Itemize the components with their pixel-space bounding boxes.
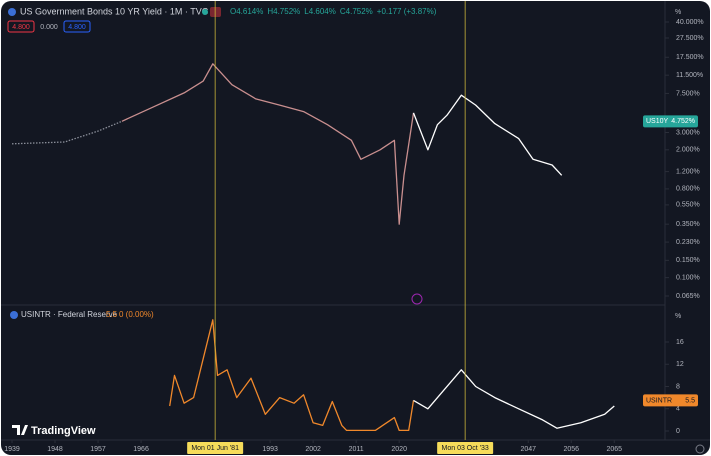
order-boxes: 4.800 0.000 4.800 <box>7 20 91 33</box>
x-tick-label: 2002 <box>305 446 321 453</box>
price-label-box <box>643 115 698 128</box>
series-line <box>413 369 615 429</box>
status-dot <box>202 9 208 15</box>
y-tick-label: 27.500% <box>676 35 704 42</box>
x-tick-label: 1939 <box>4 446 20 453</box>
indicator-change: 0 (0.00%) <box>119 310 154 319</box>
flag-icon <box>10 311 18 319</box>
settings-icon[interactable] <box>695 444 705 454</box>
logo-icon <box>12 425 28 435</box>
axis-unit: % <box>675 9 681 16</box>
price-label-value: 5.5 <box>685 397 695 404</box>
series-line <box>412 94 563 176</box>
series-line <box>169 319 415 432</box>
y-tick-label: 4 <box>676 406 680 413</box>
logo: TradingView <box>12 425 96 437</box>
y-tick-label: 16 <box>676 339 684 346</box>
y-tick-label: 12 <box>676 361 684 368</box>
ohlc-value: O4.614% <box>230 7 263 16</box>
y-tick-label: 1.200% <box>676 168 700 175</box>
y-tick-label: 2.000% <box>676 147 700 154</box>
y-tick-label: 7.500% <box>676 90 700 97</box>
y-tick-label: 0.230% <box>676 239 700 246</box>
order-box <box>7 20 35 33</box>
y-tick-label: 0.150% <box>676 257 700 264</box>
crosshair-label-box <box>437 442 494 454</box>
crosshair-label: Mon 03 Oct '33 <box>442 445 489 452</box>
ohlc-values: O4.614% H4.752% L4.604% C4.752% +0.177 (+3.8… <box>230 7 437 16</box>
y-tick-label: 0.550% <box>676 202 700 209</box>
ohlc-value: C4.752% <box>340 7 373 16</box>
x-tick-label: 1957 <box>90 446 106 453</box>
indicator-title[interactable]: USINTR · Federal Reserve <box>21 310 118 319</box>
series-line <box>11 120 123 145</box>
price-label-name: USINTR <box>646 397 672 404</box>
x-tick-label: 2065 <box>606 446 622 453</box>
y-tick-label: 40.000% <box>676 19 704 26</box>
indicator-value: 5.5 <box>106 310 118 319</box>
ohlc-value: L4.604% <box>304 7 336 16</box>
crosshair-label: Mon 01 Jun '81 <box>191 445 239 452</box>
price-label-value: 4.752% <box>671 118 695 125</box>
y-tick-label: 0.800% <box>676 186 700 193</box>
price-label-box <box>643 394 698 407</box>
price-label-name: US10Y <box>646 118 669 125</box>
y-tick-label: 8 <box>676 383 680 390</box>
y-tick-label: 0.350% <box>676 221 700 228</box>
x-tick-label: 2011 <box>349 446 364 453</box>
flag-icon <box>8 8 16 16</box>
y-tick-label: 3.000% <box>676 129 700 136</box>
symbol-title[interactable]: US Government Bonds 10 YR Yield · 1M · T… <box>20 6 209 16</box>
ohlc-value: H4.752% <box>267 7 300 16</box>
order-box-label: 4.800 <box>68 24 86 31</box>
event-marker[interactable] <box>411 293 423 305</box>
y-tick-label: 0 <box>676 428 680 435</box>
plot-area: 40.000%27.500%17.500%11.500%7.500%3.000%… <box>4 1 704 454</box>
order-box-label: 4.800 <box>12 24 30 31</box>
order-box-label: 0.000 <box>40 24 58 31</box>
y-tick-label: 0.065% <box>676 293 700 300</box>
y-tick-label: 11.500% <box>676 72 703 79</box>
ohlc-value: +0.177 (+3.87%) <box>377 7 437 16</box>
x-tick-label: 1993 <box>262 446 278 453</box>
y-tick-label: 0.100% <box>676 274 700 281</box>
x-tick-label: 2047 <box>520 446 536 453</box>
x-tick-label: 2020 <box>391 446 407 453</box>
x-tick-label: 2056 <box>563 446 579 453</box>
crosshair-label-box <box>187 442 244 454</box>
y-tick-label: 17.500% <box>676 54 704 61</box>
series-line <box>121 63 415 225</box>
order-box <box>63 20 91 33</box>
logo-text: TradingView <box>31 425 96 437</box>
x-tick-label: 1948 <box>47 446 63 453</box>
axis-unit: % <box>675 313 681 320</box>
x-tick-label: 1966 <box>133 446 149 453</box>
